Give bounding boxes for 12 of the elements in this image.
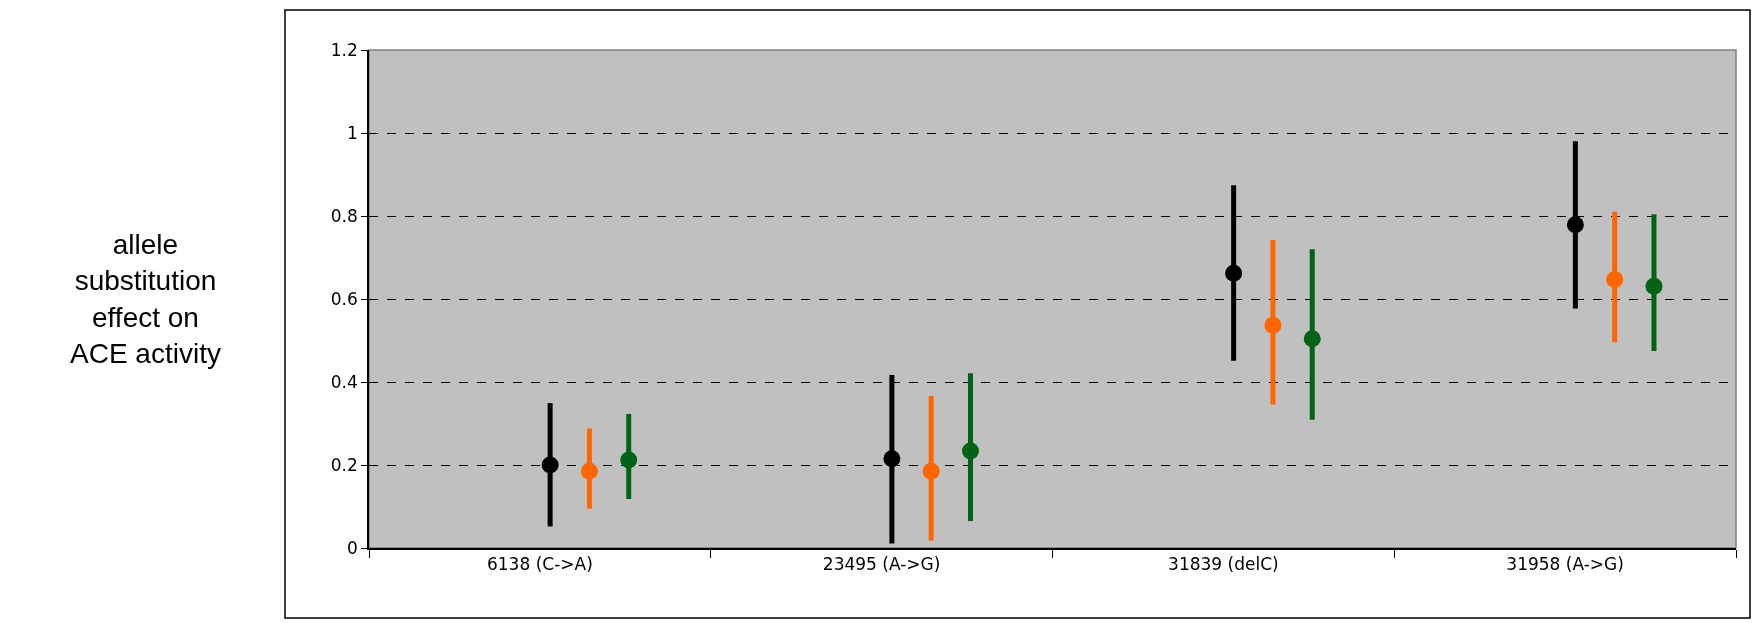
x-tick-label: 31839 (delC) xyxy=(1168,554,1279,575)
y-tick-label: 0.4 xyxy=(330,371,358,392)
y-tick-label: 0.8 xyxy=(330,205,358,226)
y-tick-label: 1 xyxy=(347,122,358,143)
y-tick-label: 0 xyxy=(347,537,358,558)
y-tick-label: 0.2 xyxy=(330,454,358,475)
x-tick-label: 31958 (A->G) xyxy=(1506,554,1624,575)
y-tick-label: 1.2 xyxy=(330,39,358,60)
y-axis-title: allele substitution effect on ACE activity xyxy=(70,229,221,370)
x-tick-label: 6138 (C->A) xyxy=(486,554,593,575)
x-tick-label: 23495 (A->G) xyxy=(822,554,941,575)
y-tick-label: 0.6 xyxy=(330,288,358,309)
